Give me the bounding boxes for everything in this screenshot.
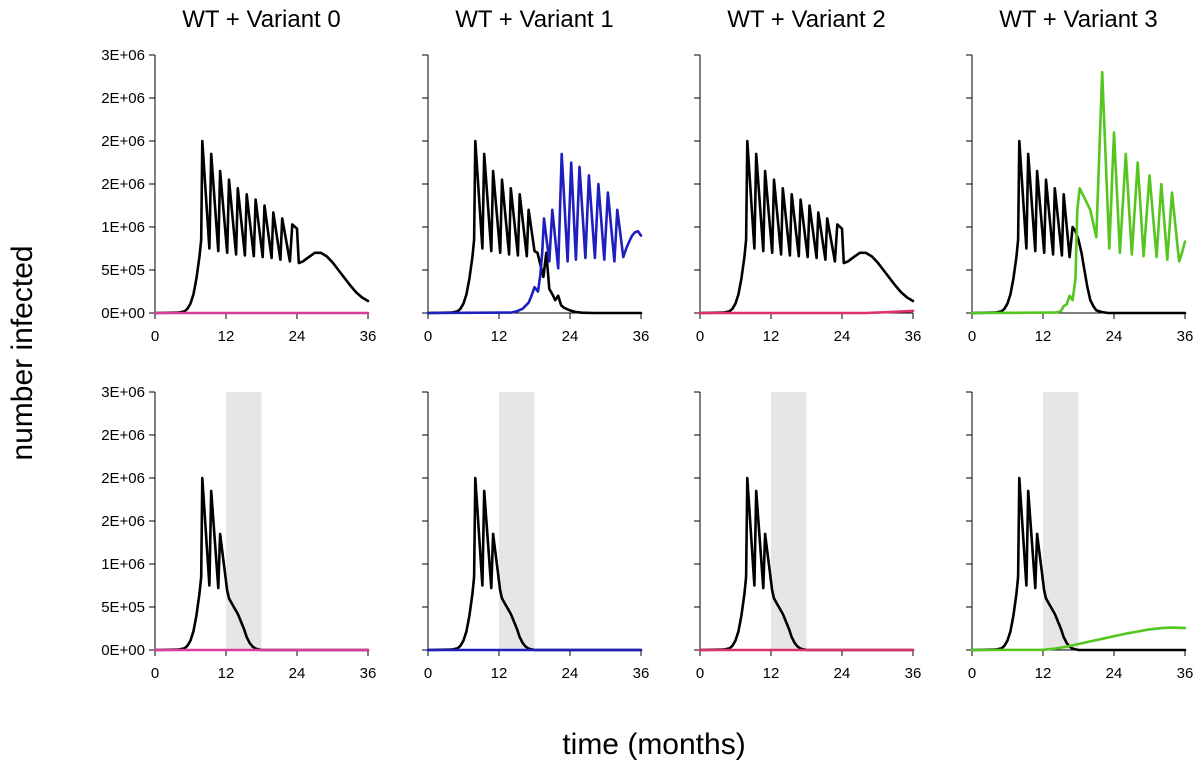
panel-4: 0 12 24 36 WT + Variant 3 (966, 6, 1193, 345)
x-tick-label: 36 (905, 665, 922, 682)
x-tick-label: 0 (424, 328, 432, 345)
x-tick-label: 0 (424, 665, 432, 682)
panel-1: 0E+00 5E+05 1E+06 2E+06 2E+06 2E+06 3E+06 0 12 24… (101, 6, 376, 345)
x-tick-label: 0 (151, 328, 159, 345)
y-tick-label: 2E+06 (101, 176, 145, 193)
panel-title: WT + Variant 1 (455, 6, 614, 33)
shaded-interval (226, 392, 262, 650)
panel-title: WT + Variant 3 (999, 6, 1158, 33)
x-tick-label: 36 (633, 328, 650, 345)
panel-6: 0 12 24 36 (422, 391, 650, 682)
y-tick-label: 2E+06 (101, 513, 145, 530)
y-tick-label: 0E+00 (101, 305, 145, 322)
shaded-interval (771, 392, 807, 650)
y-axis-title: number infected (6, 245, 39, 460)
series-line-wt (970, 139, 1187, 315)
x-tick-label: 36 (633, 665, 650, 682)
x-tick-label: 36 (1177, 328, 1194, 345)
y-tick-label: 2E+06 (101, 427, 145, 444)
y-tick-label: 3E+06 (101, 384, 145, 401)
x-tick-label: 24 (1106, 328, 1123, 345)
x-axis-title: time (months) (562, 728, 745, 761)
panel-5: 0E+00 5E+05 1E+06 2E+06 2E+06 2E+06 3E+06 0 12 24… (101, 384, 376, 682)
panel-title: WT + Variant 0 (182, 6, 341, 33)
x-tick-label: 12 (491, 328, 508, 345)
x-tick-label: 0 (696, 328, 704, 345)
x-tick-label: 0 (696, 665, 704, 682)
y-tick-label: 1E+06 (101, 556, 145, 573)
y-tick-label: 5E+05 (101, 599, 145, 616)
series-line-wt (426, 476, 643, 652)
panel-title: WT + Variant 2 (727, 6, 886, 33)
shaded-interval (1043, 392, 1079, 650)
panel-8: 0 12 24 36 (966, 391, 1194, 682)
x-tick-label: 12 (763, 665, 780, 682)
y-tick-label: 2E+06 (101, 470, 145, 487)
series-line-variant3 (970, 626, 1187, 652)
x-tick-label: 12 (491, 665, 508, 682)
series-line-wt (426, 139, 643, 315)
series-line-variant3 (970, 70, 1187, 315)
y-tick-label: 3E+06 (101, 47, 145, 64)
y-tick-label: 5E+05 (101, 262, 145, 279)
panel-7: 0 12 24 36 (694, 391, 922, 682)
x-tick-label: 36 (905, 328, 922, 345)
x-tick-label: 0 (968, 328, 976, 345)
x-tick-label: 24 (834, 328, 851, 345)
x-tick-label: 24 (289, 665, 306, 682)
x-tick-label: 24 (562, 328, 579, 345)
x-tick-label: 12 (1035, 328, 1052, 345)
x-tick-label: 12 (1035, 665, 1052, 682)
series-line-variant2 (698, 309, 915, 315)
y-tick-label: 0E+00 (101, 642, 145, 659)
series-line-variant1 (426, 152, 643, 315)
x-tick-label: 0 (968, 665, 976, 682)
x-tick-label: 0 (151, 665, 159, 682)
x-tick-label: 24 (562, 665, 579, 682)
panels-grid: 0E+00 5E+05 1E+06 2E+06 2E+06 2E+06 3E+06 0 12 24… (101, 6, 1193, 682)
x-tick-label: 24 (834, 665, 851, 682)
x-tick-label: 24 (289, 328, 306, 345)
x-tick-label: 36 (360, 328, 377, 345)
x-tick-label: 12 (763, 328, 780, 345)
series-line-wt (153, 139, 370, 315)
y-tick-label: 2E+06 (101, 133, 145, 150)
series-line-wt (698, 139, 915, 315)
x-tick-label: 12 (218, 665, 235, 682)
shaded-interval (499, 392, 535, 650)
y-tick-label: 1E+06 (101, 219, 145, 236)
panel-3: 0 12 24 36 WT + Variant 2 (694, 6, 921, 345)
panel-2: 0 12 24 36 WT + Variant 1 (422, 6, 649, 345)
series-line-wt (698, 476, 915, 652)
x-tick-label: 36 (360, 665, 377, 682)
y-tick-label: 2E+06 (101, 90, 145, 107)
x-tick-label: 12 (218, 328, 235, 345)
x-tick-label: 24 (1106, 665, 1123, 682)
series-line-wt (153, 476, 370, 652)
x-tick-label: 36 (1177, 665, 1194, 682)
